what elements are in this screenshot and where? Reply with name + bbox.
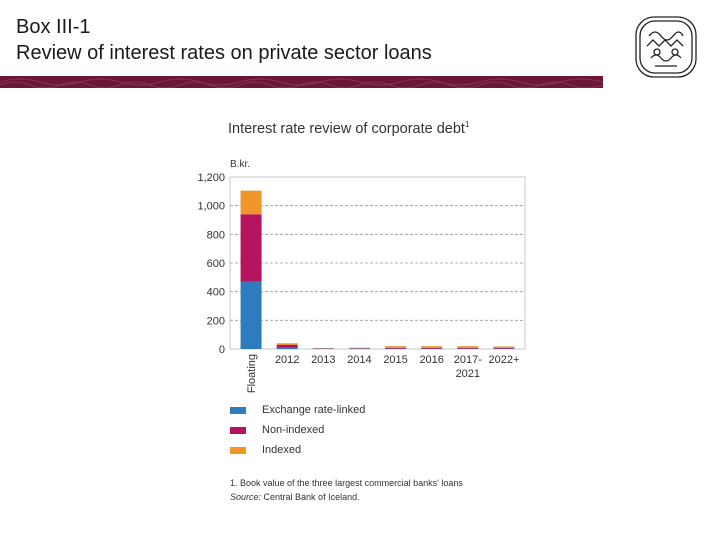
y-tick-label: 800: [207, 229, 225, 241]
footnote-text: 1. Book value of the three largest comme…: [230, 478, 463, 488]
legend-label-exchange-rate-linked: Exchange rate-linked: [262, 404, 366, 416]
legend-swatch-exchange-rate-linked: [230, 406, 246, 414]
bar-non-indexed-4: [385, 347, 407, 349]
x-tick-label: 2012: [275, 354, 299, 366]
bar-non-indexed-5: [421, 347, 443, 349]
x-tick-label: 2021: [456, 368, 480, 380]
x-tick-label: 2015: [383, 354, 407, 366]
legend: Exchange rate-linked Non-indexed Indexed: [230, 400, 365, 460]
bar-non-indexed-7: [493, 347, 515, 349]
stacked-bar-chart: 0 200 400 600 800 1,000 1,200 Floating 2012 2013 2…: [197, 172, 526, 393]
legend-swatch-non-indexed: [230, 426, 246, 434]
x-tick-label: 2014: [347, 354, 371, 366]
chart-title-footnote-mark: 1: [464, 120, 470, 129]
source-label: Source:: [230, 492, 262, 502]
x-tick-label: Floating: [246, 354, 258, 393]
x-tick-label: 2013: [311, 354, 335, 366]
bar-indexed-4: [385, 346, 407, 348]
chart-footnote: 1. Book value of the three largest comme…: [230, 476, 463, 504]
legend-label-indexed: Indexed: [262, 444, 302, 456]
y-axis-unit-label: B.kr.: [230, 159, 251, 170]
y-tick-label: 200: [207, 315, 225, 327]
bar-indexed-5: [421, 346, 443, 348]
y-tick-label: 0: [219, 344, 225, 356]
y-tick-label: 1,000: [197, 201, 225, 213]
legend-item-exchange-rate-linked: Exchange rate-linked: [230, 400, 365, 420]
bar-indexed-7: [493, 346, 515, 348]
bar-indexed-1: [276, 343, 298, 345]
legend-label-non-indexed: Non-indexed: [262, 424, 325, 436]
bar-non-indexed-1: [276, 344, 298, 348]
source-line: Source: Central Bank of Iceland.: [230, 490, 463, 504]
y-tick-label: 600: [207, 258, 225, 270]
central-bank-seal-logo: [635, 16, 697, 78]
bar-exchange-rate-linked-1: [276, 347, 298, 349]
chart-title: Interest rate review of corporate debt1: [228, 120, 469, 137]
source-text: Central Bank of Iceland.: [261, 492, 360, 502]
x-tick-label: 2022+: [488, 354, 519, 366]
bar-indexed-0: [240, 190, 262, 215]
slide-title: Box III-1 Review of interest rates on pr…: [16, 14, 432, 66]
slide-title-line-2: Review of interest rates on private sect…: [16, 42, 432, 64]
chart-title-text: Interest rate review of corporate debt: [228, 120, 465, 137]
bar-non-indexed-0: [240, 214, 262, 282]
bar-indexed-6: [457, 346, 479, 348]
y-tick-label: 1,200: [197, 172, 225, 184]
legend-item-non-indexed: Non-indexed: [230, 420, 365, 440]
legend-item-indexed: Indexed: [230, 440, 365, 460]
y-tick-label: 400: [207, 287, 225, 299]
legend-swatch-indexed: [230, 446, 246, 454]
x-tick-label: 2016: [419, 354, 443, 366]
decorative-banner: [0, 76, 603, 88]
bar-exchange-rate-linked-0: [240, 281, 262, 349]
bar-non-indexed-6: [457, 347, 479, 349]
x-tick-label: 2017-: [454, 354, 482, 366]
slide-title-line-1: Box III-1: [16, 16, 91, 38]
